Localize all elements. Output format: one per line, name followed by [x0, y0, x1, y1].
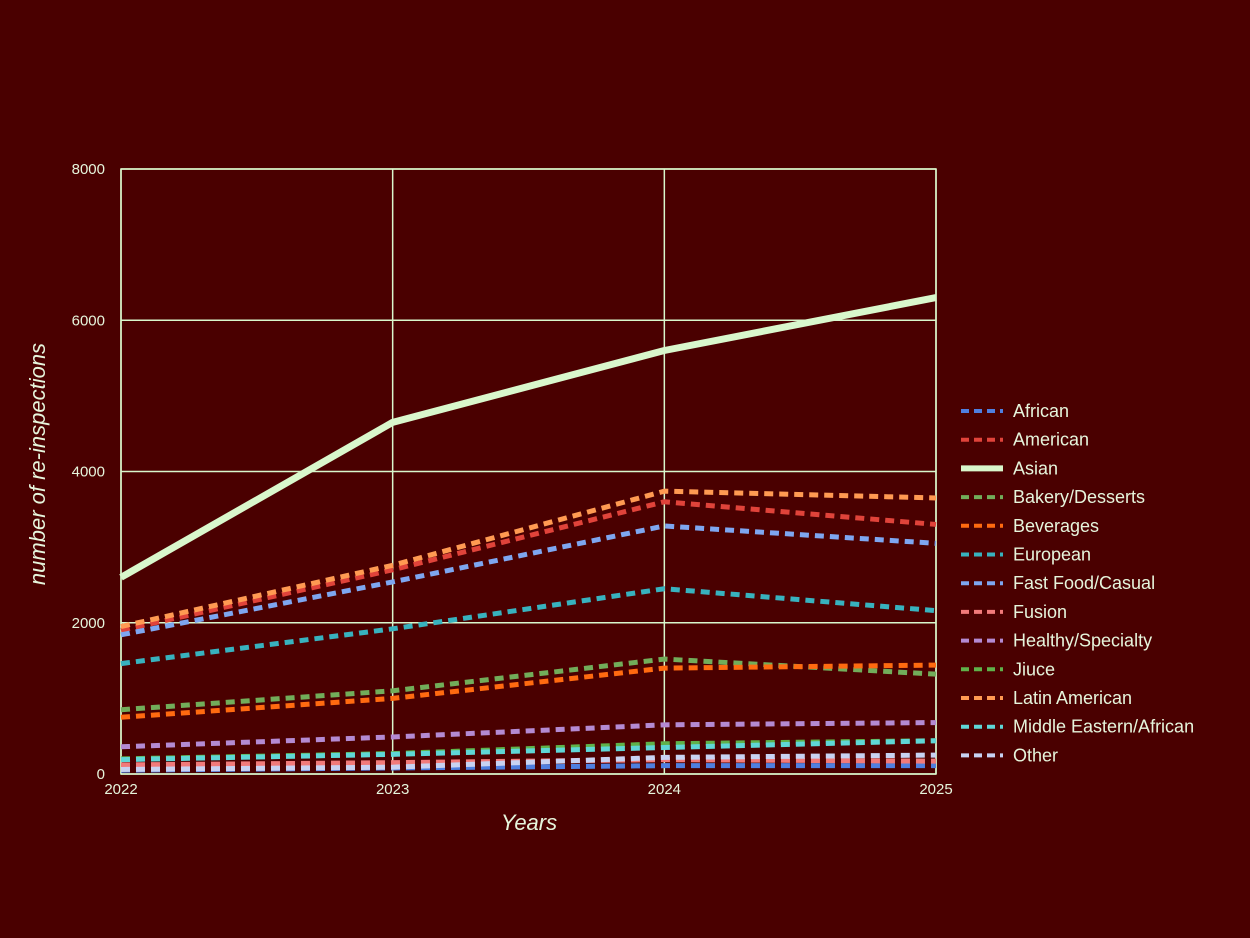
series-line-other: [120, 752, 937, 772]
series-line-european: [120, 586, 937, 667]
legend-label: Jiuce: [1013, 659, 1055, 679]
x-axis-ticks: 2022 2023 2024 2025: [104, 781, 952, 798]
series-line-american: [120, 499, 937, 633]
legend-label: American: [1013, 430, 1089, 450]
y-tick-label: 4000: [72, 464, 105, 481]
series-line-middle-eastern-african: [120, 738, 937, 763]
y-tick-label: 0: [97, 766, 105, 783]
legend-label: Middle Eastern/African: [1013, 717, 1194, 737]
series-line-latin-american: [120, 488, 937, 629]
legend-label: Latin American: [1013, 688, 1132, 708]
series-line-asian: [119, 294, 937, 581]
legend-label: Fast Food/Casual: [1013, 573, 1155, 593]
series-line-healthy-specialty: [120, 720, 937, 750]
y-axis-title: number of re-inspections: [25, 343, 50, 585]
legend-label: Fusion: [1013, 602, 1067, 622]
y-tick-label: 2000: [72, 615, 105, 632]
y-tick-label: 6000: [72, 312, 105, 329]
legend: African American Asian Bakery/Desserts Bever…: [961, 401, 1194, 765]
x-axis-title: Years: [501, 810, 557, 835]
series-lines: [119, 294, 937, 773]
x-tick-label: 2023: [376, 781, 409, 798]
x-tick-label: 2024: [648, 781, 681, 798]
x-tick-label: 2025: [919, 781, 952, 798]
legend-label: Healthy/Specialty: [1013, 631, 1152, 651]
legend-label: African: [1013, 401, 1069, 421]
legend-label: Other: [1013, 745, 1058, 765]
legend-label: Beverages: [1013, 516, 1099, 536]
x-tick-label: 2022: [104, 781, 137, 798]
legend-label: European: [1013, 545, 1091, 565]
y-tick-label: 8000: [72, 161, 105, 178]
legend-label: Bakery/Desserts: [1013, 487, 1145, 507]
series-line-fast-food-casual: [120, 523, 937, 638]
y-axis-ticks: 0 2000 4000 6000 8000: [72, 161, 105, 783]
legend-label: Asian: [1013, 458, 1058, 478]
series-line-beverages: [120, 662, 937, 720]
